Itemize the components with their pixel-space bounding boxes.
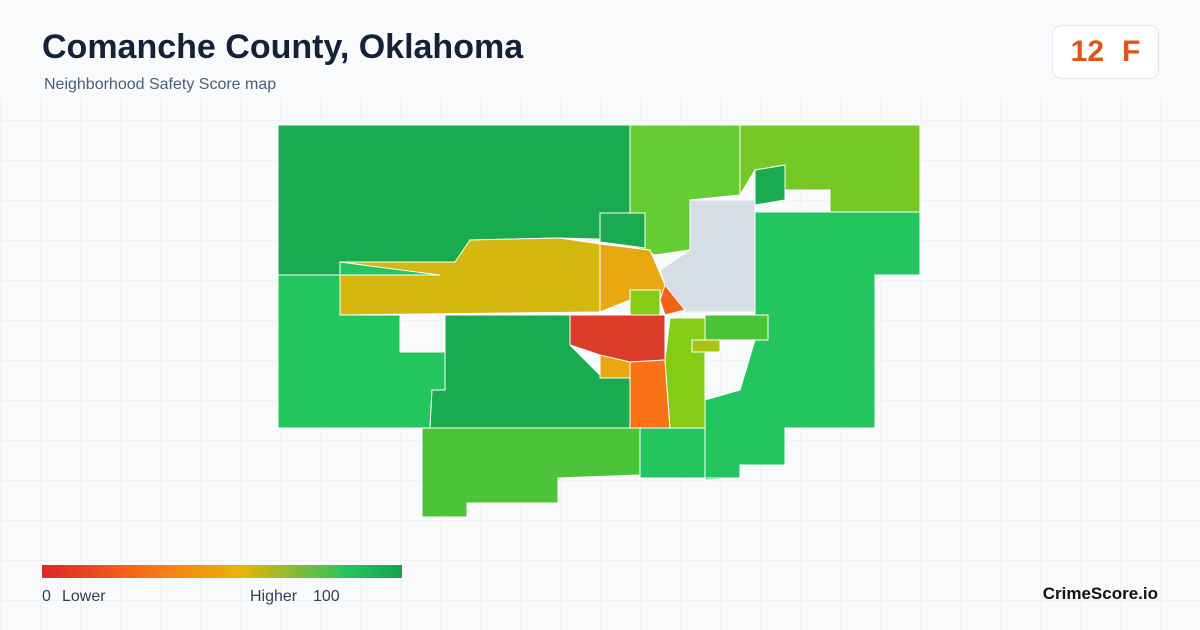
region bbox=[277, 261, 446, 429]
region bbox=[639, 427, 741, 481]
region bbox=[664, 317, 706, 429]
score-value: 12 bbox=[1070, 35, 1105, 68]
region bbox=[739, 124, 921, 213]
legend-min: 0 bbox=[42, 588, 51, 605]
regions bbox=[277, 124, 921, 518]
score-grade: F bbox=[1122, 35, 1141, 68]
region bbox=[754, 164, 786, 206]
legend-max-label: Higher bbox=[250, 588, 298, 605]
brand: CrimeScore.io bbox=[1042, 584, 1158, 603]
region bbox=[599, 212, 646, 249]
subtitle: Neighborhood Safety Score map bbox=[44, 76, 277, 93]
title: Comanche County, Oklahoma bbox=[42, 28, 524, 66]
region bbox=[629, 289, 661, 316]
region bbox=[704, 314, 769, 341]
legend-min-label: Lower bbox=[62, 588, 106, 605]
legend-max: 100 bbox=[313, 588, 340, 605]
score-card: 12 F bbox=[1052, 25, 1159, 79]
region bbox=[704, 211, 921, 481]
region bbox=[629, 359, 671, 429]
legend-gradient bbox=[42, 565, 402, 578]
region bbox=[691, 339, 721, 353]
